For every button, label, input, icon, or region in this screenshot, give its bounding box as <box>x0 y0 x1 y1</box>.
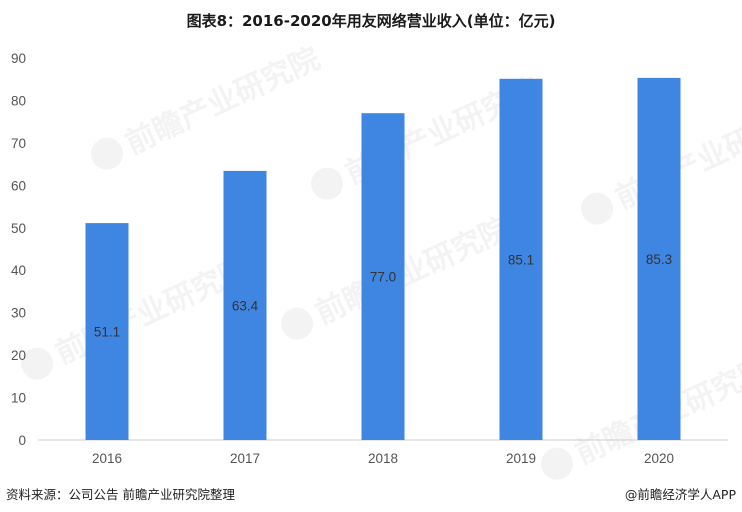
data-label-2016: 51.1 <box>94 325 120 340</box>
bar-2017 <box>223 170 267 440</box>
x-tick-label-2016: 2016 <box>92 451 122 466</box>
y-tick-label: 60 <box>11 178 26 193</box>
x-tick-label-2017: 2017 <box>230 451 260 466</box>
bar-2018 <box>361 113 405 440</box>
y-tick-label: 0 <box>18 433 26 448</box>
data-label-2017: 63.4 <box>232 299 259 314</box>
y-tick-label: 20 <box>11 348 26 363</box>
source-note: 资料来源：公司公告 前瞻产业研究院整理 <box>6 487 235 502</box>
x-tick-label-2018: 2018 <box>368 451 398 466</box>
data-label-2020: 85.3 <box>646 252 672 267</box>
bar-2020 <box>637 77 681 441</box>
data-label-2018: 77.0 <box>370 270 396 285</box>
y-tick-label: 40 <box>11 263 26 278</box>
bar-2019 <box>499 78 543 441</box>
svg-text:前瞻产业研究院: 前瞻产业研究院 <box>310 211 515 331</box>
chart-title: 图表8：2016-2020年用友网络营业收入(单位：亿元) <box>186 12 556 30</box>
credit-text: @前瞻经济学人APP <box>624 487 736 502</box>
y-tick-label: 70 <box>11 136 26 151</box>
x-tick-label-2019: 2019 <box>506 451 536 466</box>
data-label-2019: 85.1 <box>508 252 534 267</box>
y-tick-label: 90 <box>11 51 26 66</box>
watermark: 前瞻产业研究院 <box>21 251 255 380</box>
y-tick-label: 80 <box>11 93 26 108</box>
y-tick-label: 30 <box>11 306 26 321</box>
watermark: 前瞻产业研究院 <box>91 41 325 170</box>
svg-text:前瞻产业研究院: 前瞻产业研究院 <box>120 41 325 161</box>
bar-2016 <box>85 223 129 440</box>
y-tick-label: 50 <box>11 221 26 236</box>
y-tick-label: 10 <box>11 391 26 406</box>
x-tick-label-2020: 2020 <box>644 451 674 466</box>
